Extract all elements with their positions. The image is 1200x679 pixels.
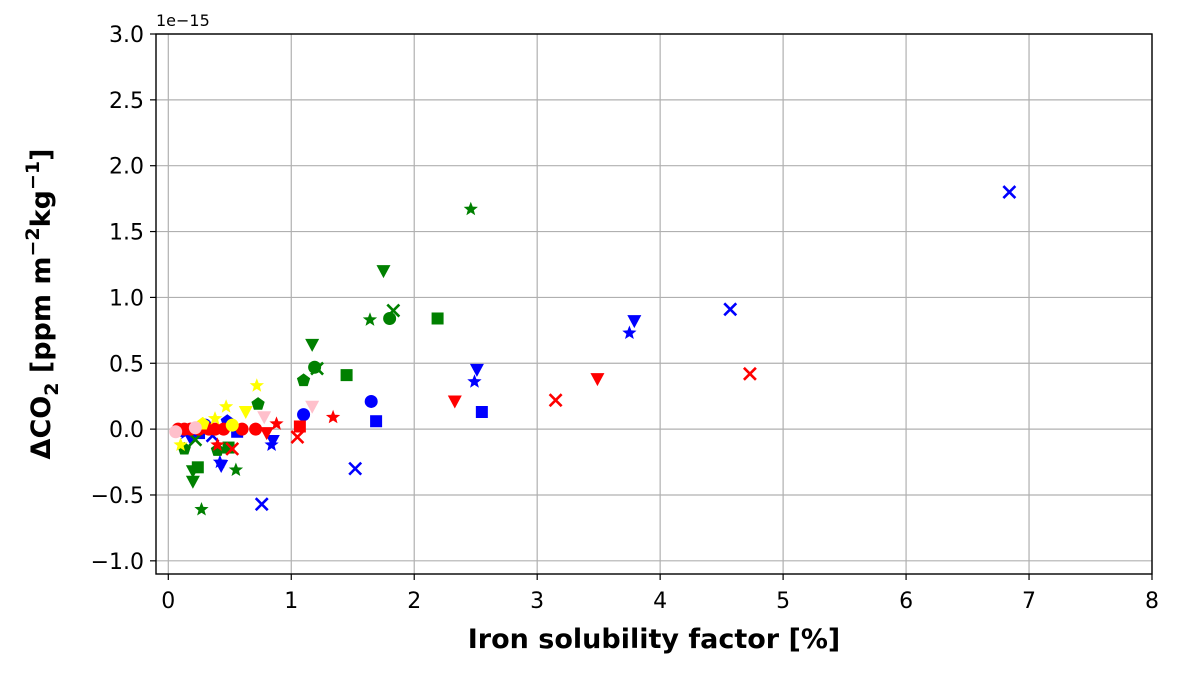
blue-point <box>475 406 488 418</box>
y-tick-label: −0.5 <box>91 484 144 509</box>
pink-point <box>188 421 202 435</box>
y-label-kg: kg <box>26 190 57 227</box>
y-label-sup2: −1 <box>22 161 44 190</box>
red-point <box>269 416 284 430</box>
yellow-point <box>207 411 223 425</box>
y-tick-label: 1.5 <box>109 221 144 246</box>
x-tick-label: 8 <box>1145 589 1159 614</box>
pink-point <box>257 411 272 425</box>
y-axis-label: ΔCO2 [ppm m−2kg−1] <box>22 149 63 460</box>
y-offset-label: 1e−15 <box>156 11 210 30</box>
blue-point <box>265 434 280 448</box>
blue-point <box>622 325 637 339</box>
y-tick-label: 2.0 <box>109 155 144 180</box>
green-point <box>296 373 311 387</box>
green-point <box>251 397 265 410</box>
y-tick-label: −1.0 <box>91 550 144 575</box>
red-point <box>293 420 306 433</box>
red-point <box>590 373 605 387</box>
x-tick-label: 2 <box>407 589 421 614</box>
blue-point <box>254 497 269 512</box>
x-tick-label: 7 <box>1022 589 1036 614</box>
data-points <box>169 185 1017 516</box>
blue-point <box>1002 185 1017 199</box>
y-label-main: ΔCO <box>26 396 57 460</box>
red-point <box>548 393 563 408</box>
x-tick-label: 1 <box>284 589 298 614</box>
green-point <box>308 360 322 374</box>
axis-ticks: 0 1 2 3 4 5 6 7 8 −1.0 −0.5 0.0 0.5 1.0 1.5 2.0 2.5 3.0 <box>91 23 1159 614</box>
y-label-sub: 2 <box>41 383 63 396</box>
y-tick-label: 1.0 <box>109 286 144 311</box>
x-tick-label: 6 <box>899 589 913 614</box>
red-point <box>325 409 341 424</box>
y-label-units: [ppm m <box>26 256 57 382</box>
blue-point <box>469 363 484 377</box>
red-point <box>208 422 222 436</box>
red-point <box>210 437 225 451</box>
x-tick-label: 5 <box>776 589 790 614</box>
pink-point <box>169 425 183 439</box>
red-point <box>742 366 757 381</box>
red-point <box>235 422 249 436</box>
yellow-point <box>225 418 239 432</box>
green-point <box>185 475 200 489</box>
yellow-point <box>249 378 264 392</box>
red-point <box>225 441 240 456</box>
green-point <box>185 465 200 479</box>
green-point <box>210 443 225 456</box>
y-label-sup1: −2 <box>22 227 44 256</box>
green-point <box>362 312 378 326</box>
red-point <box>259 427 274 441</box>
green-point <box>340 369 353 382</box>
red-point <box>249 422 263 436</box>
plot-frame <box>155 33 1153 575</box>
green-point <box>431 312 444 325</box>
y-tick-label: 0.0 <box>109 418 144 443</box>
green-point <box>383 311 397 325</box>
y-tick-label: 0.5 <box>109 352 144 377</box>
blue-point <box>348 461 363 476</box>
y-tick-label: 2.5 <box>109 89 144 114</box>
green-point <box>188 432 203 447</box>
red-point <box>447 395 462 409</box>
x-tick-label: 3 <box>530 589 544 614</box>
green-point <box>194 502 209 516</box>
x-tick-label: 0 <box>161 589 175 614</box>
grid-lines <box>156 33 1153 574</box>
yellow-point <box>238 406 253 419</box>
blue-point <box>370 415 383 428</box>
red-point <box>290 430 305 444</box>
blue-point <box>214 460 229 473</box>
blue-point <box>297 408 311 422</box>
green-point <box>305 338 320 352</box>
blue-point <box>723 302 738 317</box>
green-point <box>376 265 391 279</box>
y-label-close: ] <box>26 149 57 161</box>
green-point <box>463 201 478 216</box>
blue-point <box>364 394 378 408</box>
x-tick-label: 4 <box>653 589 667 614</box>
blue-point <box>627 315 642 329</box>
green-point <box>228 462 244 476</box>
x-axis-label: Iron solubility factor [%] <box>468 624 841 655</box>
pink-point <box>305 400 320 414</box>
yellow-point <box>173 437 188 451</box>
yellow-point <box>219 399 234 413</box>
y-tick-label: 3.0 <box>109 23 144 48</box>
blue-point <box>467 374 482 388</box>
